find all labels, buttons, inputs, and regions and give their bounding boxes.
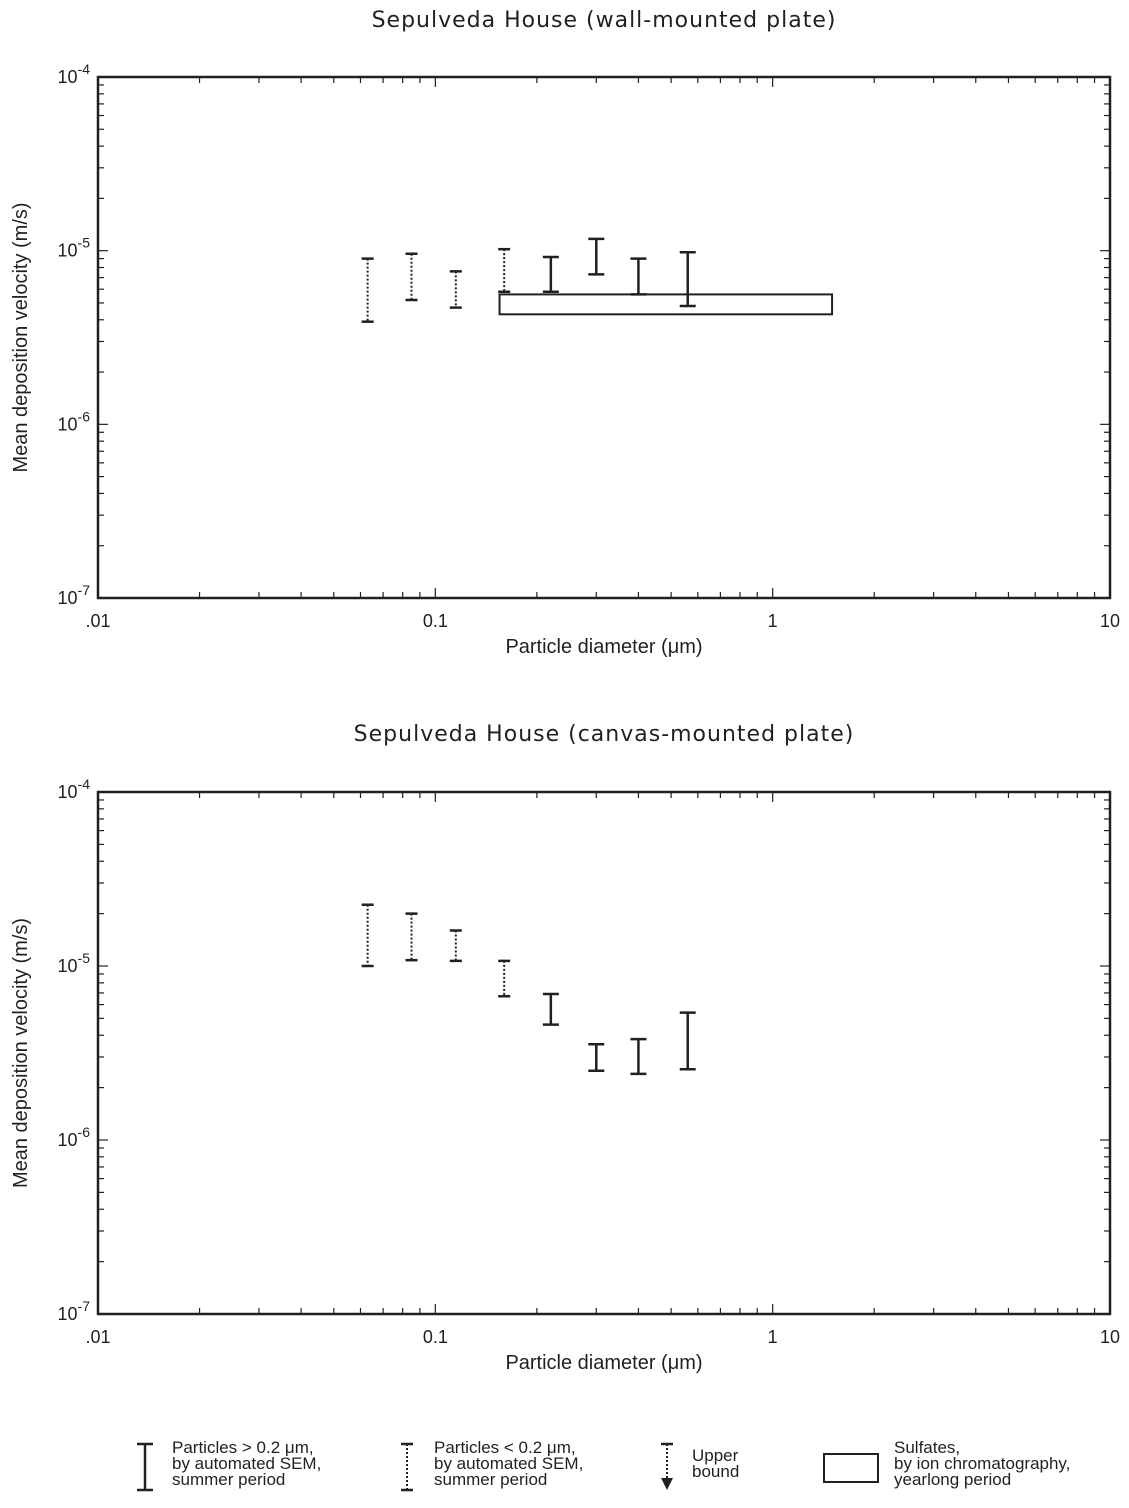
x-axis-label: Particle diameter (μm) (505, 1352, 702, 1374)
y-axis-label: Mean deposition velocity (m/s) (10, 202, 32, 472)
legend-label-dotted: Particles < 0.2 μm, by automated SEM, su… (434, 1438, 584, 1489)
y-tick-label: 10-6 (58, 1124, 91, 1150)
y-tick-label: 10-7 (58, 1298, 91, 1324)
dotted-errorbar-icon (401, 1442, 413, 1492)
x-axis-label: Particle diameter (μm) (505, 636, 702, 658)
y-tick-label: 10-4 (58, 776, 91, 802)
x-tick-label: 0.1 (423, 1327, 448, 1347)
x-tick-label: 0.1 (423, 611, 448, 631)
legend-line: summer period (172, 1470, 286, 1489)
x-tick-label: .01 (85, 1327, 110, 1347)
legend-line: Upper (692, 1446, 739, 1465)
chart-title-canvas: Sepulveda House (canvas-mounted plate) (353, 722, 855, 747)
legend-line: by ion chromatography, (894, 1454, 1071, 1473)
x-tick-label: .01 (85, 611, 110, 631)
legend-line: Particles > 0.2 μm, (172, 1438, 314, 1457)
upper-bound-arrow-icon (661, 1442, 673, 1490)
y-tick-label: 10-4 (58, 61, 91, 87)
legend-line: bound (692, 1462, 740, 1481)
legend-label-solid: Particles > 0.2 μm, by automated SEM, su… (172, 1438, 322, 1489)
plot-frame (96, 75, 1112, 600)
y-tick-label: 10-5 (58, 235, 91, 261)
chart-canvas-mounted: .01 0.1 1 10 10-7 10-6 10-5 10-4 Particle diamet… (10, 776, 1120, 1374)
x-tick-label: 1 (768, 611, 778, 631)
legend-line: by automated SEM, (172, 1454, 322, 1473)
x-tick-label: 1 (768, 1327, 778, 1347)
chart-wall-mounted: .01 0.1 1 10 10-7 10-6 10-5 10-4 Particle diamet… (10, 61, 1120, 658)
chart-title-wall: Sepulveda House (wall-mounted plate) (371, 8, 837, 33)
plot-frame (96, 790, 1112, 1316)
y-axis-label: Mean deposition velocity (m/s) (10, 918, 32, 1188)
solid-errorbar-icon (137, 1442, 153, 1492)
legend-line: Particles < 0.2 μm, (434, 1438, 576, 1457)
sulfate-box-icon (823, 1453, 879, 1483)
y-tick-label: 10-6 (58, 408, 91, 434)
legend-label-sulfates: Sulfates, by ion chromatography, yearlon… (894, 1438, 1071, 1489)
legend-line: yearlong period (894, 1470, 1012, 1489)
legend-line: by automated SEM, (434, 1454, 584, 1473)
y-tick-label: 10-7 (58, 582, 91, 608)
legend-line: summer period (434, 1470, 548, 1489)
legend-label-upper-bound: Upper bound (692, 1446, 740, 1481)
y-tick-label: 10-5 (58, 950, 91, 976)
legend-line: Sulfates, (894, 1438, 961, 1457)
x-tick-label: 10 (1100, 611, 1120, 631)
sulfate-box (498, 293, 834, 316)
legend: Particles > 0.2 μm, by automated SEM, su… (0, 1438, 1129, 1508)
x-tick-label: 10 (1100, 1327, 1120, 1347)
